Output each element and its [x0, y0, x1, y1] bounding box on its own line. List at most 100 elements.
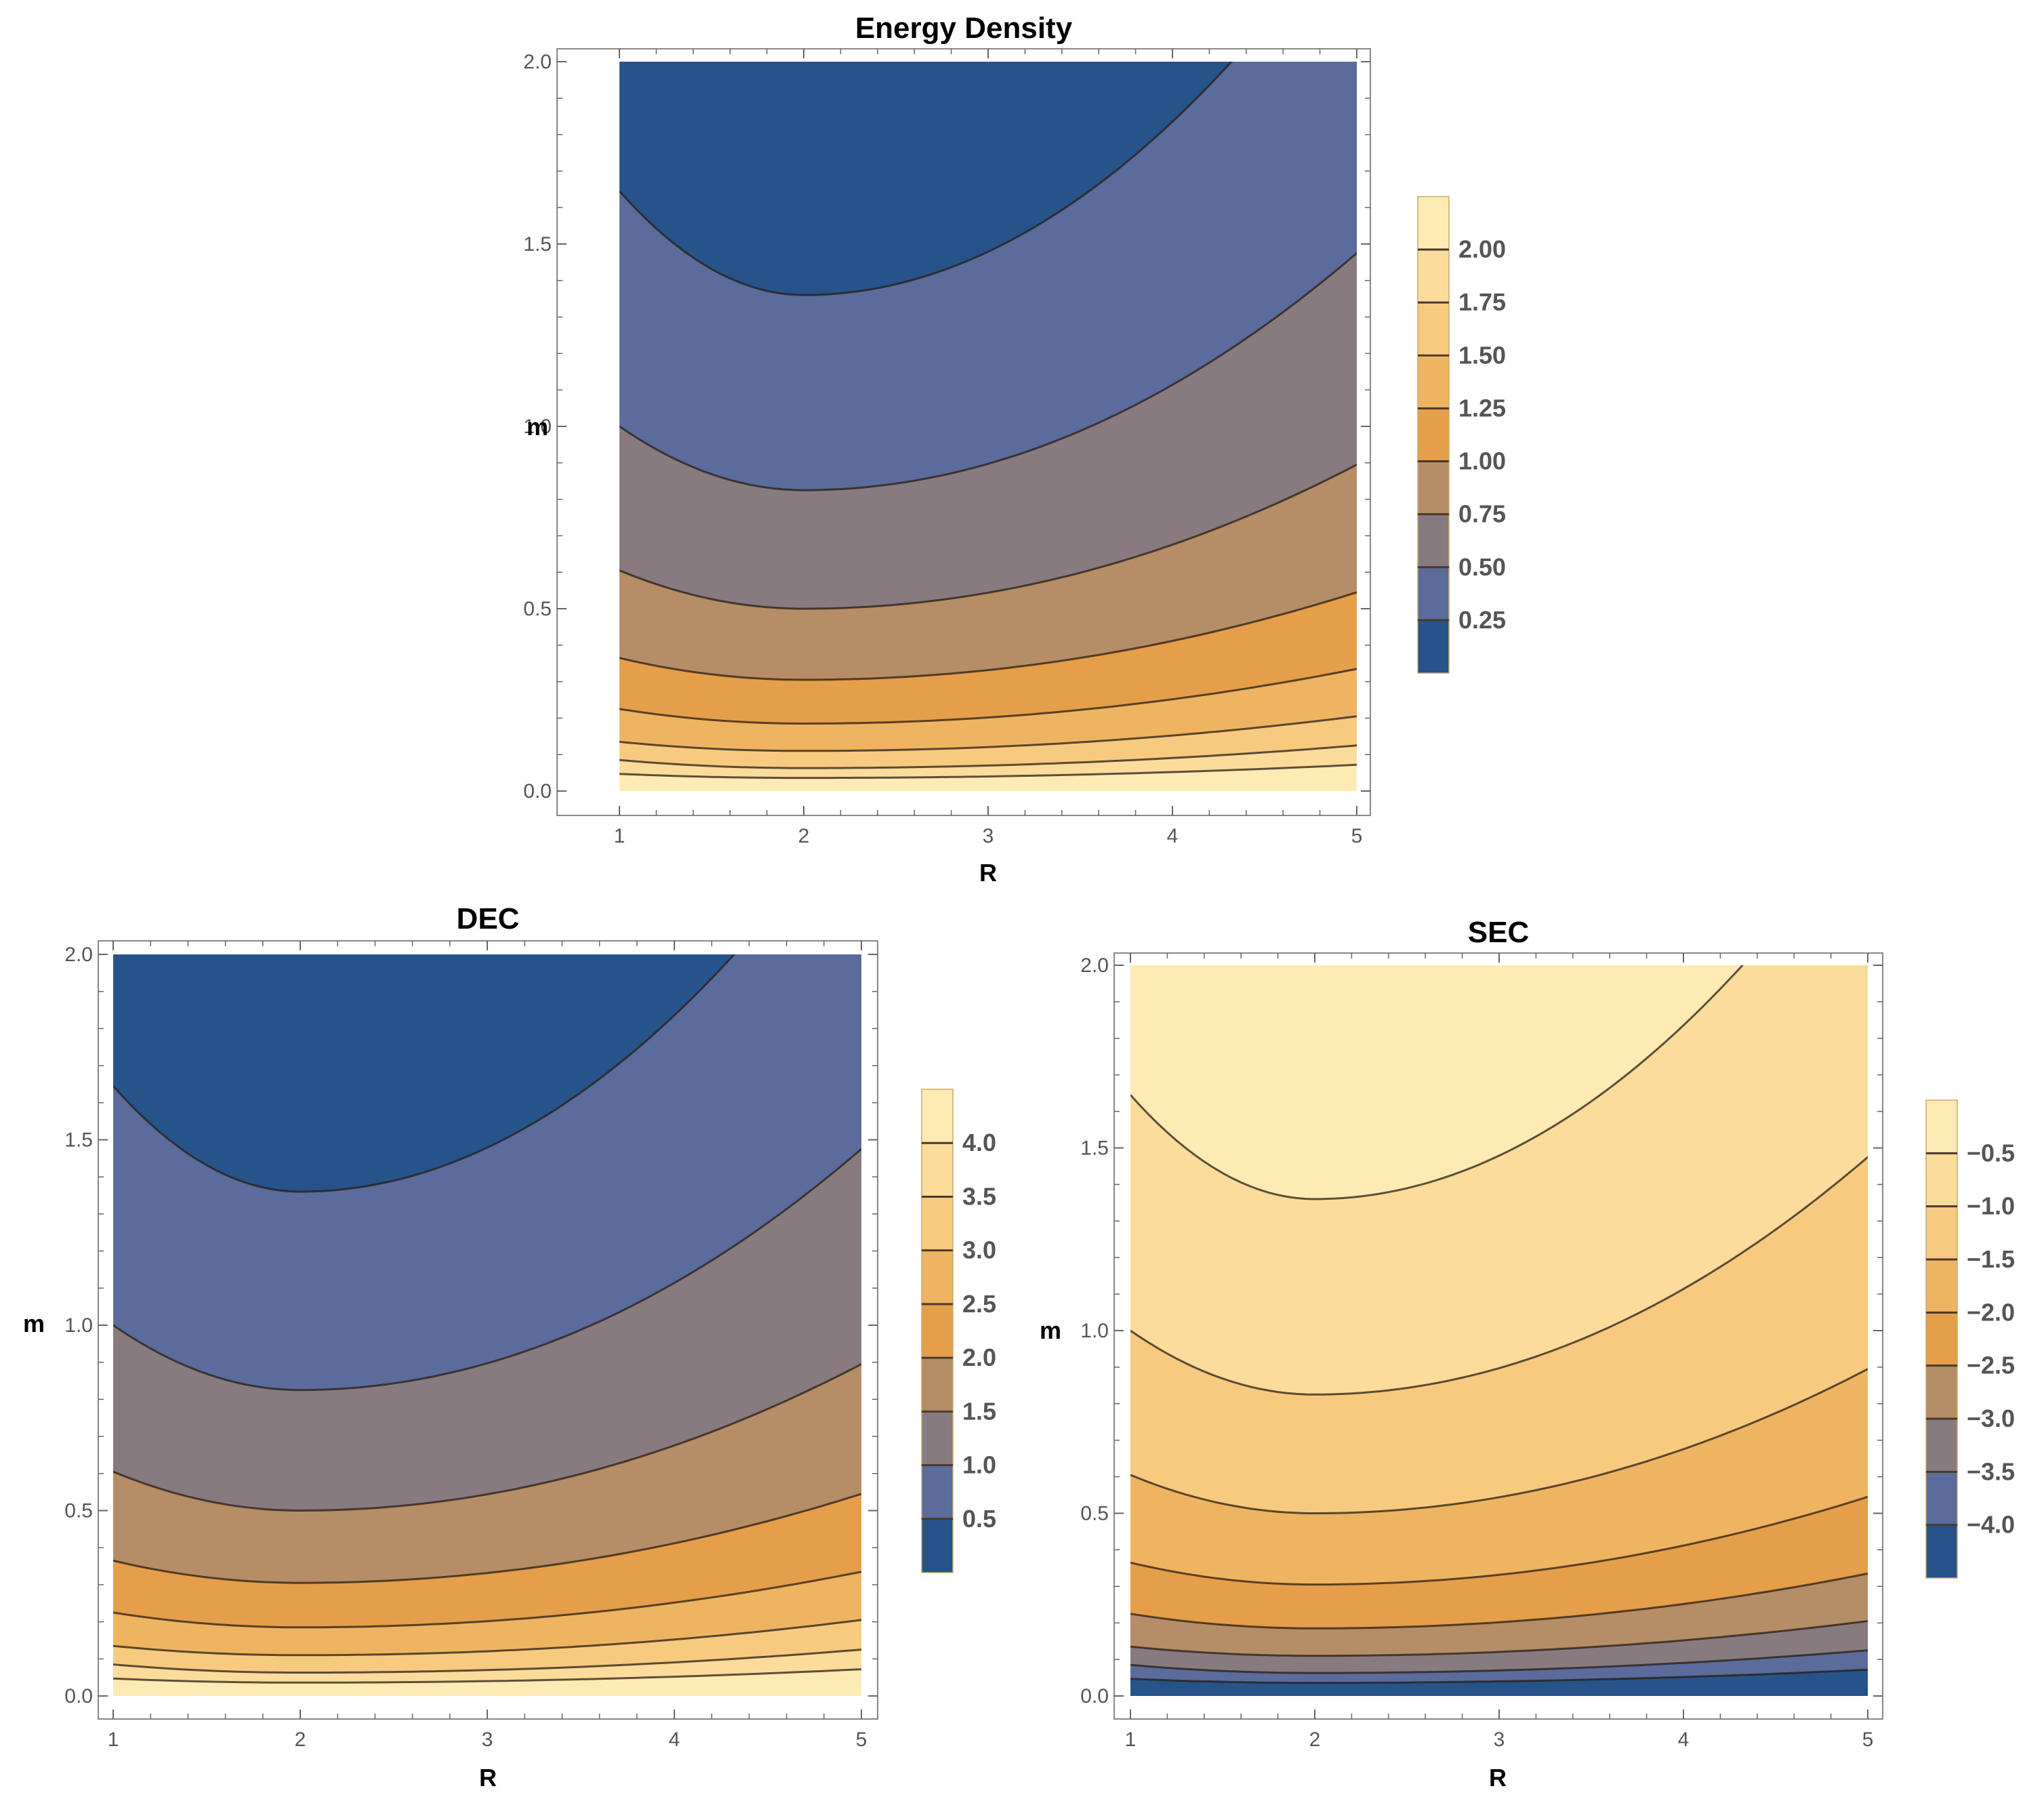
legend-swatch: [1418, 567, 1449, 621]
x-tick-label: 2: [1309, 1729, 1321, 1751]
legend-swatch: [1926, 1206, 1957, 1260]
legend: −0.5 −1.0 −1.5 −2.0 −2.5 −3.0 −3.5 −4.0: [1925, 1099, 2015, 1579]
contour-line-7: [113, 954, 736, 1193]
y-tick-label: 1.0: [523, 416, 552, 438]
y-tick-label: 1.5: [64, 1129, 93, 1152]
contour-line-7: [619, 62, 1233, 296]
x-axis-label: R: [479, 1764, 497, 1792]
contour-line-5: [113, 1363, 861, 1512]
x-tick-label: 4: [1678, 1729, 1690, 1751]
contour-line-4: [113, 1493, 861, 1584]
y-axis-label: m: [23, 1310, 45, 1337]
legend-swatch: [922, 1303, 953, 1358]
x-tick-label: 3: [482, 1729, 493, 1751]
x-tick-label: 5: [1351, 825, 1363, 847]
y-tick-label: 2.0: [1080, 954, 1109, 977]
legend-label: −3.5: [1967, 1457, 2015, 1485]
legend-label: 0.75: [1458, 500, 1506, 528]
legend-swatch: [922, 1358, 953, 1412]
x-axis-label: R: [1489, 1764, 1507, 1792]
y-tick-label: 1.0: [64, 1314, 93, 1337]
legend-label: −4.0: [1967, 1511, 2015, 1539]
legend-swatch: [1418, 197, 1449, 250]
y-tick-label: 0.5: [1080, 1503, 1109, 1525]
contour-line-2: [619, 715, 1357, 752]
contour-band-0: [113, 1669, 861, 1696]
y-tick-label: 0.0: [64, 1685, 93, 1707]
legend-swatch: [1926, 1312, 1957, 1367]
panel-sec: 1 2 3 4 5 0.0 0.5 1.0 1.5 2.0 SEC m R −0.5 −1.0 −1.5 −2.…: [1040, 916, 2015, 1792]
legend-swatch: [922, 1143, 953, 1197]
x-tick-label: 3: [1494, 1729, 1505, 1751]
legend-label: 1.5: [962, 1397, 996, 1425]
contour-line-5: [1130, 1368, 1868, 1515]
contour-line-0: [619, 763, 1357, 780]
legend-label: −0.5: [1967, 1139, 2015, 1167]
contour-line-3: [1130, 1572, 1868, 1630]
legend-label: 1.75: [1458, 288, 1506, 316]
legend-swatch: [922, 1196, 953, 1251]
legend-label: 2.5: [962, 1290, 996, 1318]
legend-swatch: [1418, 620, 1449, 674]
contour-line-0: [1130, 1668, 1868, 1684]
contour-line-1: [1130, 1649, 1868, 1674]
legend-label: 1.00: [1458, 447, 1506, 475]
legend-swatch: [922, 1250, 953, 1305]
legend-label: 3.0: [962, 1236, 996, 1264]
contour-area: [1130, 965, 1868, 1696]
legend-swatch: [1418, 461, 1449, 515]
y-tick-label: 0.5: [64, 1500, 93, 1522]
x-tick-label: 3: [983, 825, 994, 847]
legend-swatch: [1418, 249, 1449, 303]
legend-label: 1.50: [1458, 341, 1506, 369]
legend-swatch: [1418, 408, 1449, 462]
legend-label: 0.5: [962, 1505, 996, 1533]
contour-line-7: [1130, 965, 1744, 1200]
y-tick-label: 0.0: [523, 780, 552, 803]
x-tick-label: 4: [1167, 825, 1179, 847]
legend-border: [921, 1089, 954, 1573]
y-tick-label: 1.5: [1080, 1137, 1109, 1160]
legend-label: 2.00: [1458, 235, 1506, 263]
contour-line-1: [113, 1649, 861, 1674]
panel-energy-density: 1 2 3 4 5 0.0 0.5 1.0 1.5 2.0 Energy Density m R 2.00…: [523, 12, 1506, 887]
x-tick-label: 1: [1125, 1729, 1137, 1751]
legend-swatch: [1926, 1365, 1957, 1419]
legend-swatch: [1926, 1100, 1957, 1154]
legend-label: −2.0: [1967, 1298, 2015, 1326]
contour-line-6: [1130, 1156, 1868, 1396]
contour-line-0: [113, 1668, 861, 1684]
legend-label: −3.0: [1967, 1404, 2015, 1432]
legend-border: [1417, 196, 1450, 674]
contour-line-3: [619, 668, 1357, 725]
legend: 4.0 3.5 3.0 2.5 2.0 1.5 1.0 0.5: [921, 1089, 996, 1573]
panel-dec: 1 2 3 4 5 0.0 0.5 1.0 1.5 2.0 DEC m R 4.0 3.5 3.0 2.5 2.0…: [23, 902, 996, 1792]
contour-line-2: [113, 1619, 861, 1657]
contour-area: [113, 954, 861, 1696]
contour-area: [619, 62, 1357, 791]
contour-line-4: [1130, 1495, 1868, 1586]
legend-label: 0.25: [1458, 606, 1506, 634]
legend-label: 1.0: [962, 1451, 996, 1479]
x-tick-label: 2: [798, 825, 810, 847]
legend-label: 4.0: [962, 1129, 996, 1156]
contour-line-5: [619, 464, 1357, 610]
legend-label: −1.5: [1967, 1245, 2015, 1273]
x-tick-label: 4: [669, 1729, 680, 1751]
y-tick-label: 2.0: [523, 51, 552, 73]
contour-line-6: [619, 252, 1357, 491]
x-tick-label: 1: [108, 1729, 119, 1751]
legend-label: 3.5: [962, 1182, 996, 1210]
chart-title: SEC: [1468, 916, 1529, 949]
legend-swatch: [1926, 1472, 1957, 1526]
y-tick-label: 2.0: [64, 944, 93, 966]
contour-line-6: [113, 1148, 861, 1392]
legend-swatch: [1926, 1259, 1957, 1313]
legend-swatch: [922, 1411, 953, 1466]
contour-band-0: [1130, 1670, 1868, 1696]
legend-swatch: [922, 1518, 953, 1573]
contour-band-bottom-edge: [1130, 1692, 1868, 1696]
legend-swatch: [1418, 514, 1449, 568]
contour-line-2: [1130, 1620, 1868, 1657]
y-tick-label: 1.5: [523, 233, 552, 256]
